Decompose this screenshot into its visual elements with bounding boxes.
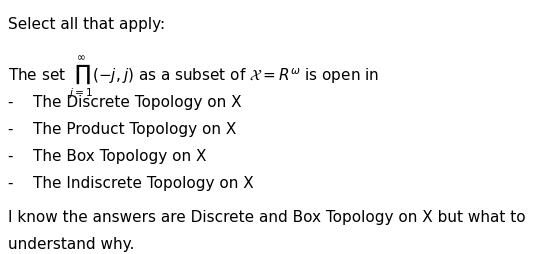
Text: I know the answers are Discrete and Box Topology on X but what to: I know the answers are Discrete and Box …: [8, 210, 526, 225]
Text: understand why.: understand why.: [8, 237, 135, 252]
Text: The set: The set: [0, 253, 1, 254]
Text: -    The Product Topology on X: - The Product Topology on X: [8, 122, 237, 137]
Text: -    The Discrete Topology on X: - The Discrete Topology on X: [8, 95, 242, 110]
Text: -    The Indiscrete Topology on X: - The Indiscrete Topology on X: [8, 176, 254, 191]
Text: -    The Box Topology on X: - The Box Topology on X: [8, 149, 206, 164]
Text: Select all that apply:: Select all that apply:: [8, 17, 165, 32]
Text: The set $\prod_{j=1}^{\infty}(-j,j)$ as a subset of $\mathcal{X} = R^{\omega}$ i: The set $\prod_{j=1}^{\infty}(-j,j)$ as …: [8, 54, 379, 102]
